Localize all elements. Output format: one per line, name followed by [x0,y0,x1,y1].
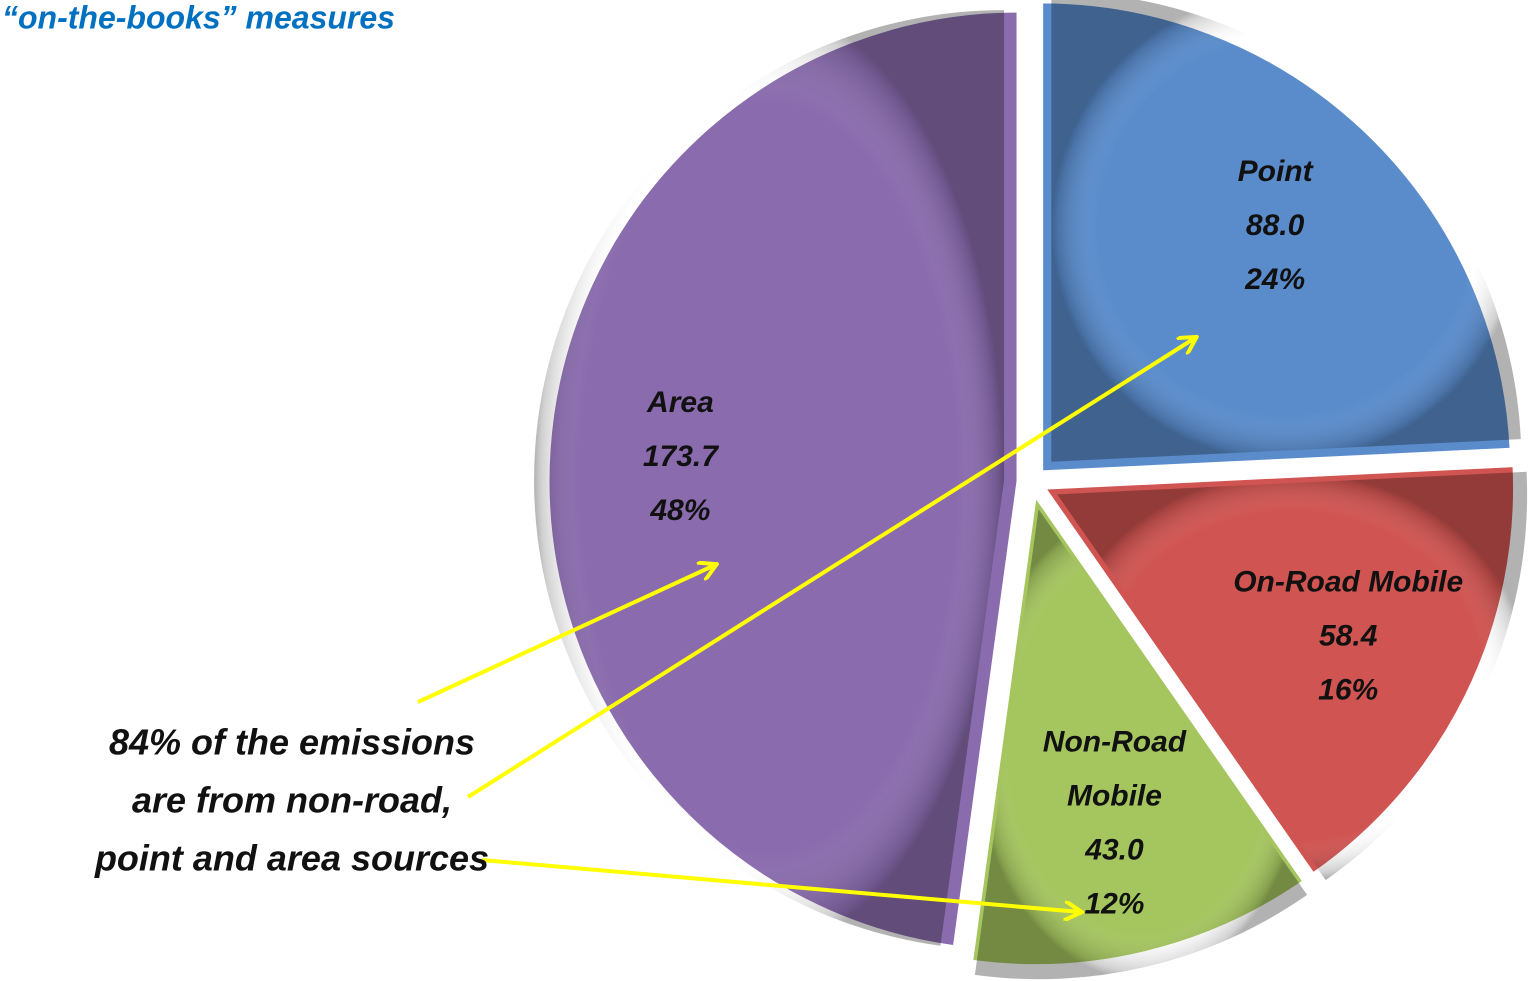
arrow [417,565,715,704]
annotation: 84% of the emissions are from non-road, po… [94,722,489,879]
chart-title: “on-the-books” measures [2,0,395,35]
slice-category: Area [646,386,714,419]
slice-category: On-Road Mobile [1233,566,1463,599]
slice-labels: Point 88.0 24% On-Road Mobile 58.4 16% Non-Roa… [643,155,1463,921]
slice-value: 173.7 [643,440,719,473]
slice-percent: 24% [1244,263,1305,296]
slice-category: Non-Road [1043,726,1187,759]
slice-percent: 48% [649,494,710,527]
pie [534,0,1528,980]
slice-category: Mobile [1067,780,1162,813]
slice-percent: 16% [1318,674,1378,707]
slice-percent: 12% [1084,888,1144,921]
arrow [466,338,1195,799]
annotation-line: point and area sources [94,838,489,879]
annotation-line: 84% of the emissions [109,722,475,763]
arrow [481,858,1080,912]
annotation-line: are from non-road, [132,780,452,821]
slice-value: 88.0 [1246,209,1305,242]
arrows [417,338,1195,912]
pie-slice [546,9,1020,949]
slice-value: 43.0 [1084,834,1144,867]
slice-value: 58.4 [1319,620,1378,653]
slice-category: Point [1238,155,1315,188]
